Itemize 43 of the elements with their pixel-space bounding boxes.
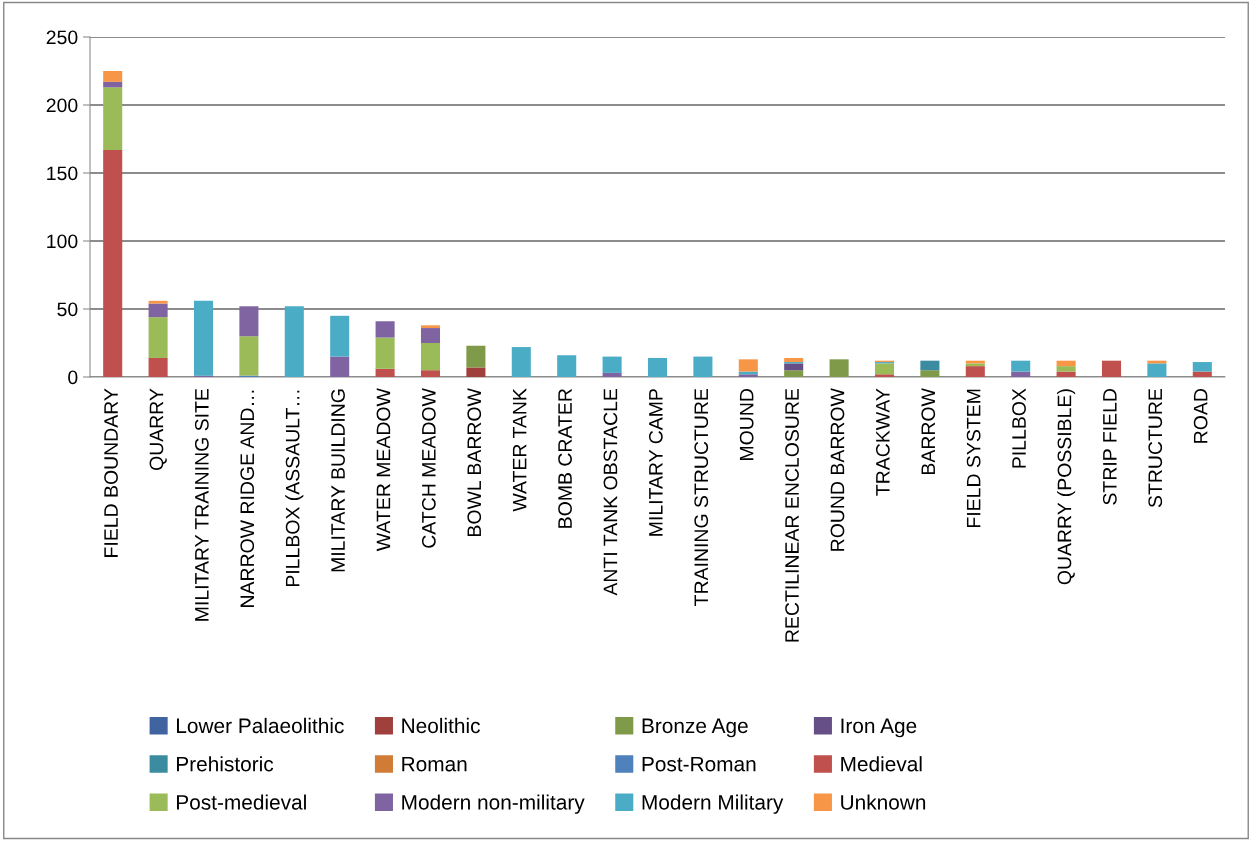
x-tick-label: MILITARY BUILDING	[331, 389, 345, 572]
x-tick-label: NARROW RIDGE AND…	[240, 390, 255, 607]
x-tick-label: BOMB CRATER	[558, 389, 572, 528]
legend-label: Iron Age	[841, 718, 917, 738]
x-tick-label: PILLBOX	[1012, 388, 1026, 468]
y-tick-label: 0	[68, 370, 78, 385]
x-tick-label: TRAINING STRUCTURE	[694, 388, 709, 606]
x-tick-label: ROUND BARROW	[830, 388, 845, 551]
y-tick-label: 100	[47, 234, 78, 249]
x-tick-label: BOWL BARROW	[467, 388, 482, 536]
legend-label: Roman	[402, 756, 467, 772]
x-tick-label: ROAD	[1193, 389, 1208, 443]
x-tick-label: PILLBOX (ASSAULT…	[285, 390, 304, 587]
x-tick-label: TRACKWAY	[875, 388, 890, 496]
legend-label: Lower Palaeolithic	[177, 717, 344, 734]
x-tick-label: QUARRY	[149, 388, 167, 471]
legend-label: Medieval	[841, 756, 922, 772]
legend-label: Post-Roman	[642, 756, 756, 772]
x-tick-label: QUARRY (POSSIBLE)	[1057, 389, 1076, 585]
x-tick-label: STRUCTURE	[1148, 388, 1163, 508]
x-tick-label: WATER TANK	[512, 388, 527, 512]
y-tick-label: 150	[47, 166, 78, 181]
x-tick-label: CATCH MEADOW	[421, 388, 436, 548]
legend-label: Unknown	[841, 794, 926, 810]
legend-label: Neolithic	[402, 717, 480, 734]
legend-label: Bronze Age	[642, 718, 748, 738]
x-tick-label: FIELD SYSTEM	[966, 389, 981, 527]
y-tick-label: 200	[46, 98, 78, 113]
x-tick-label: ANTI TANK OBSTACLE	[603, 388, 618, 596]
x-tick-label: WATER MEADOW	[376, 388, 391, 552]
x-tick-label: BARROW	[921, 388, 936, 475]
legend-label: Modern non-military	[402, 794, 585, 814]
x-tick-label: MOUND	[739, 389, 754, 460]
legend-label: Post-medieval	[177, 794, 306, 810]
x-tick-label: MILITARY CAMP	[648, 389, 663, 536]
y-tick-label: 250	[46, 30, 78, 45]
x-tick-label: FIELD BOUNDARY	[104, 388, 118, 557]
legend-label: Modern Military	[642, 794, 784, 814]
y-tick-label: 50	[57, 302, 78, 317]
legend-label: Prehistoric	[177, 756, 274, 772]
x-tick-label: MILITARY TRAINING SITE	[194, 388, 209, 621]
x-tick-label: STRIP FIELD	[1102, 389, 1117, 505]
x-tick-label: RECTILINEAR ENCLOSURE	[785, 388, 799, 642]
